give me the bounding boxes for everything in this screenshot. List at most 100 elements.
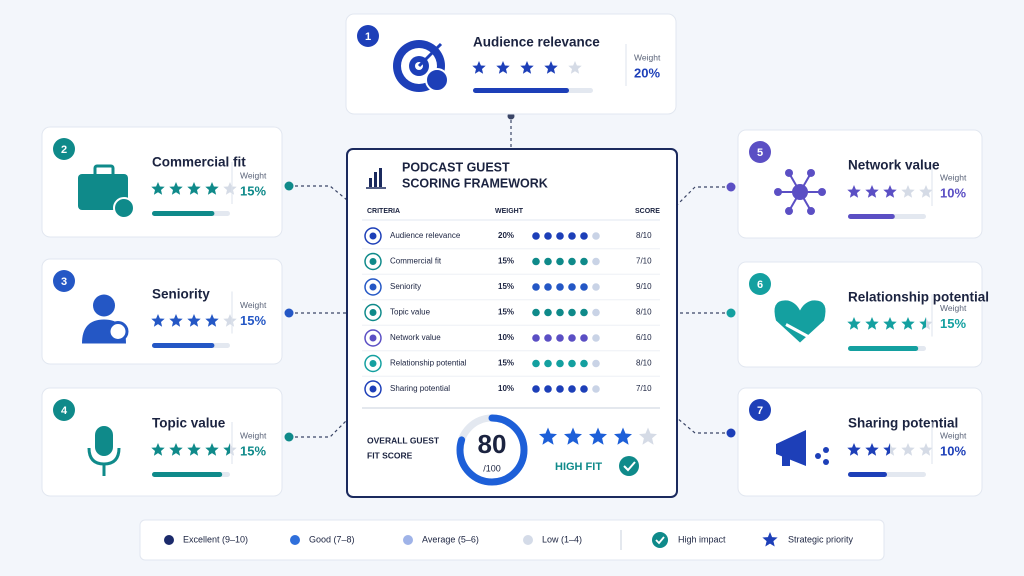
- rating-star: [901, 185, 915, 198]
- connector-dot: [726, 308, 736, 318]
- criterion: Seniority: [390, 282, 421, 291]
- card-icon: [774, 168, 826, 216]
- rating-star: [151, 443, 165, 456]
- rating-star: [883, 317, 897, 330]
- connector: [676, 417, 731, 434]
- weight-label: Weight: [240, 170, 267, 180]
- icon-part: [425, 68, 449, 92]
- criterion: Commercial fit: [390, 257, 442, 266]
- overall-max: /100: [483, 463, 501, 473]
- legend-label: Average (5–6): [422, 534, 479, 544]
- score-dot: [580, 308, 588, 317]
- score-dot: [556, 308, 564, 317]
- weight-label: Weight: [940, 430, 967, 440]
- rating-star: [847, 443, 861, 456]
- number-badge: [749, 273, 771, 295]
- weight-value: 15%: [940, 316, 966, 331]
- legend-swatch: [652, 532, 668, 548]
- rating-star: [919, 317, 933, 330]
- legend-swatch: [762, 532, 778, 547]
- number-badge: [53, 399, 75, 421]
- score-dot: [568, 308, 576, 317]
- rating-star: [169, 314, 183, 327]
- icon-part: [93, 294, 115, 317]
- card-icon: [393, 40, 449, 92]
- criterion-card: [737, 129, 983, 239]
- icon-part: [807, 207, 815, 216]
- score-dot: [592, 257, 600, 266]
- overall-score: 80: [478, 429, 507, 459]
- icon-part: [417, 42, 443, 68]
- score-dot: [544, 385, 552, 393]
- card-icon: [82, 294, 129, 344]
- criterion-score: 8/10: [636, 359, 652, 368]
- rating-star: [919, 443, 933, 456]
- overall-label: FIT SCORE: [367, 450, 413, 460]
- rating-star: [169, 443, 183, 456]
- criterion-card: [41, 258, 283, 365]
- score-dot: [532, 308, 540, 317]
- connector-dot: [726, 182, 736, 192]
- rating-star: [901, 317, 915, 330]
- number-badge: [53, 270, 75, 292]
- icon-part: [93, 164, 115, 178]
- rating-star: [496, 61, 510, 74]
- score-dot: [568, 334, 576, 342]
- icon-part: [107, 321, 129, 342]
- rating-star: [865, 185, 879, 198]
- legend-swatch: [290, 535, 300, 545]
- criterion-score: 9/10: [636, 282, 652, 291]
- card-number: 5: [757, 147, 763, 159]
- rating-star: [151, 314, 165, 327]
- panel-icon: [366, 168, 386, 189]
- rating-bar: [848, 472, 887, 477]
- rating-star: [568, 61, 582, 74]
- rating-bar: [848, 346, 919, 351]
- score-dot: [556, 283, 564, 291]
- column-header: WEIGHT: [495, 208, 524, 215]
- rating-bar: [152, 472, 223, 477]
- legend-label: Good (7–8): [309, 534, 355, 544]
- connector: [289, 419, 348, 438]
- weight-label: Weight: [940, 303, 967, 313]
- rating-star: [187, 314, 201, 327]
- rating-star: [472, 61, 486, 74]
- rating-star: [919, 185, 933, 198]
- card-number: 7: [757, 405, 763, 417]
- rating-star: [883, 443, 897, 456]
- panel-title: SCORING FRAMEWORK: [402, 176, 548, 190]
- legend: [139, 519, 885, 561]
- icon-part: [815, 453, 821, 459]
- rating-star: [564, 427, 582, 445]
- card-number: 1: [365, 31, 371, 43]
- row-icon-dot: [369, 283, 377, 291]
- weight-value: 10%: [940, 443, 966, 458]
- overall-label: OVERALL GUEST: [367, 435, 440, 445]
- rating-star: [205, 182, 219, 195]
- rating-star: [205, 443, 219, 456]
- rating-star: [169, 182, 183, 195]
- criterion-score: 7/10: [636, 384, 652, 393]
- icon-part: [818, 188, 826, 196]
- rating-star: [223, 443, 237, 456]
- rating-bar: [152, 211, 215, 216]
- weight-label: Weight: [240, 300, 267, 310]
- score-dot: [544, 308, 552, 317]
- icon-part: [785, 323, 809, 338]
- number-badge: [749, 141, 771, 163]
- card-icon: [87, 426, 121, 476]
- score-dot: [556, 334, 564, 342]
- criterion-score: 6/10: [636, 333, 652, 342]
- score-dot: [580, 257, 588, 266]
- criterion-weight: 10%: [498, 384, 514, 393]
- column-header: CRITERIA: [367, 208, 400, 215]
- card-icon: [78, 164, 135, 219]
- score-dot: [556, 232, 564, 240]
- rating-star: [847, 317, 861, 330]
- card-number: 2: [61, 144, 67, 156]
- rating-bar: [473, 88, 569, 93]
- card-title: Sharing potential: [848, 416, 958, 431]
- score-dot: [544, 334, 552, 342]
